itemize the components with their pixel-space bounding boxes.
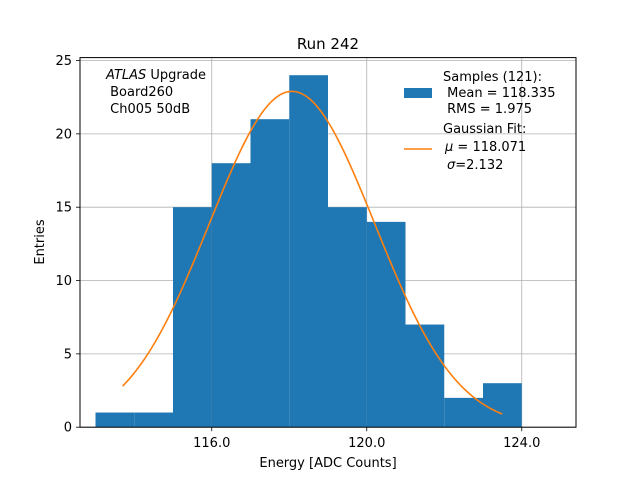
histogram-bar xyxy=(366,221,406,428)
legend-fit-line1: Gaussian Fit: xyxy=(443,122,526,137)
legend-mu-symbol: μ xyxy=(444,140,453,155)
x-tick-label: 120.0 xyxy=(348,436,385,451)
board-label: Board260 xyxy=(106,85,173,100)
svg-text:ATLAS Upgrade: ATLAS Upgrade xyxy=(105,68,206,83)
legend-samples-line1: Samples (121): xyxy=(443,70,542,85)
histogram-bar xyxy=(289,75,328,428)
plot-frame xyxy=(79,57,577,428)
y-tick-label: 0 xyxy=(64,421,72,436)
x-axis-ticks: 116.0 120.0 124.0 xyxy=(193,427,540,451)
histogram-bar xyxy=(173,207,212,428)
y-tick-label: 10 xyxy=(55,274,72,289)
legend-samples-mean: Mean = 118.335 xyxy=(443,86,555,101)
gaussian-fit-curve xyxy=(122,90,503,415)
atlas-label: ATLAS xyxy=(105,68,146,83)
histogram-bar xyxy=(211,163,251,428)
x-tick-label: 124.0 xyxy=(503,436,540,451)
legend-samples-swatch xyxy=(404,88,432,98)
histogram-bar xyxy=(134,412,173,428)
chart-title: Run 242 xyxy=(297,35,359,53)
legend-sigma-symbol: σ xyxy=(447,158,456,173)
histogram-bars xyxy=(95,75,522,428)
legend-sigma-value: =2.132 xyxy=(455,158,503,173)
histogram-bar xyxy=(483,383,522,428)
y-tick-label: 20 xyxy=(55,127,72,142)
channel-label: Ch005 50dB xyxy=(106,102,190,117)
legend-samples-rms: RMS = 1.975 xyxy=(443,102,532,117)
histogram-bar xyxy=(444,397,483,428)
histogram-bar xyxy=(328,207,367,428)
atlas-annotation: ATLAS Upgrade Board260 Ch005 50dB xyxy=(105,68,206,117)
legend: Samples (121): Mean = 118.335 RMS = 1.97… xyxy=(404,70,555,173)
x-axis-label: Energy [ADC Counts] xyxy=(259,456,396,471)
y-tick-label: 25 xyxy=(55,54,72,69)
x-tick-label: 116.0 xyxy=(193,436,230,451)
histogram-bar xyxy=(250,119,290,428)
atlas-upgrade-label: Upgrade xyxy=(146,68,206,83)
legend-mu-value: = 118.071 xyxy=(453,140,526,155)
y-axis-ticks: 0 5 10 15 20 25 xyxy=(55,54,80,436)
histogram-bar xyxy=(95,412,135,428)
histogram-bar xyxy=(405,324,445,428)
y-tick-label: 5 xyxy=(64,347,72,362)
svg-text:σ=2.132: σ=2.132 xyxy=(447,158,503,173)
y-tick-label: 15 xyxy=(55,201,72,216)
svg-text:μ = 118.071: μ = 118.071 xyxy=(444,140,526,155)
y-axis-label: Entries xyxy=(33,219,48,265)
